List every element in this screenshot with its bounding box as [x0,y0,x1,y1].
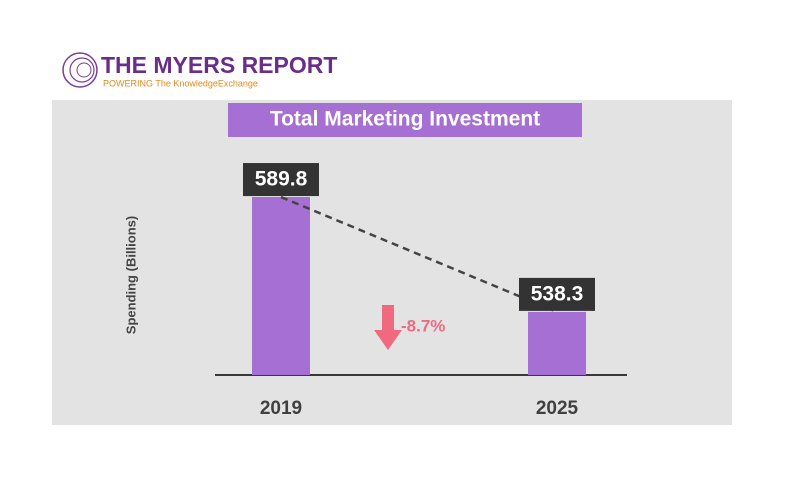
brand-tagline: POWERING The KnowledgeExchange [103,78,258,88]
annotation: -8.7% [401,316,445,335]
value-label: 589.8 [255,168,308,191]
arrow-shaft [382,305,394,333]
logo-ring [69,57,95,83]
x-tick-label: 2025 [536,398,579,419]
title-box [228,103,582,137]
y-axis-label: Spending (Billions) [123,216,138,334]
logo: THE MYERS REPORT POWERING The KnowledgeE… [62,52,337,88]
logo-ring [76,62,92,78]
arrow-head [374,330,402,350]
bar [528,311,586,375]
chart-title: Total Marketing Investment [270,108,540,131]
value-label: 538.3 [531,282,584,305]
value-label-box [519,277,595,311]
panel [52,100,732,425]
decrease-arrow [374,305,402,350]
brand-name: THE MYERS REPORT [101,52,337,78]
trend-line [280,195,558,314]
bar [252,197,310,375]
x-tick-label: 2019 [260,398,302,419]
value-label-box [243,163,319,197]
logo-ring [62,52,98,88]
